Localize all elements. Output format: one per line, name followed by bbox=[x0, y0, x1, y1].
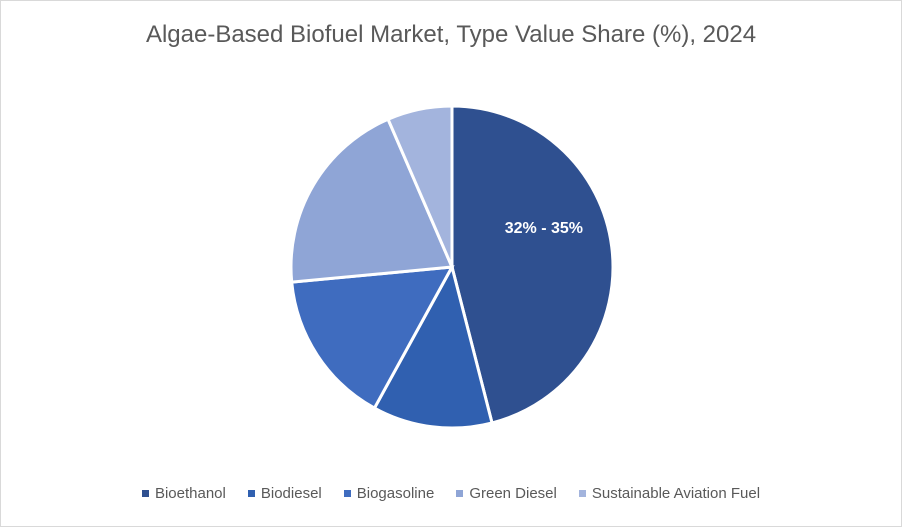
legend-swatch bbox=[578, 490, 586, 497]
legend-item: Green Diesel bbox=[456, 485, 557, 502]
pie-chart: 32% - 35% bbox=[289, 104, 615, 430]
chart-title: Algae-Based Biofuel Market, Type Value S… bbox=[145, 21, 757, 48]
legend-label: Sustainable Aviation Fuel bbox=[591, 485, 761, 502]
pie-slice-biodiesel bbox=[372, 262, 494, 430]
legend-item: Biodiesel bbox=[247, 485, 322, 502]
legend-swatch bbox=[343, 490, 351, 497]
legend-label: Biodiesel bbox=[260, 485, 322, 502]
pie-slice-biogasoline bbox=[290, 265, 455, 411]
legend-item: Bioethanol bbox=[141, 485, 226, 502]
legend-item: Biogasoline bbox=[343, 485, 435, 502]
legend-swatch bbox=[247, 490, 255, 497]
legend-swatch bbox=[456, 490, 464, 497]
legend-item: Sustainable Aviation Fuel bbox=[578, 485, 761, 502]
legend-swatch bbox=[141, 490, 149, 497]
legend-label: Biogasoline bbox=[356, 485, 435, 502]
pie-slice-green-diesel bbox=[289, 117, 455, 284]
pie-slice-sustainable-aviation-fuel bbox=[386, 104, 454, 268]
chart-legend: Bioethanol Biodiesel Biogasoline Green Dies… bbox=[1, 485, 901, 502]
pie-slice-bioethanol bbox=[450, 104, 615, 425]
legend-label: Bioethanol bbox=[154, 485, 226, 502]
legend-label: Green Diesel bbox=[469, 485, 557, 502]
data-label-bioethanol: 32% - 35% bbox=[505, 220, 583, 237]
